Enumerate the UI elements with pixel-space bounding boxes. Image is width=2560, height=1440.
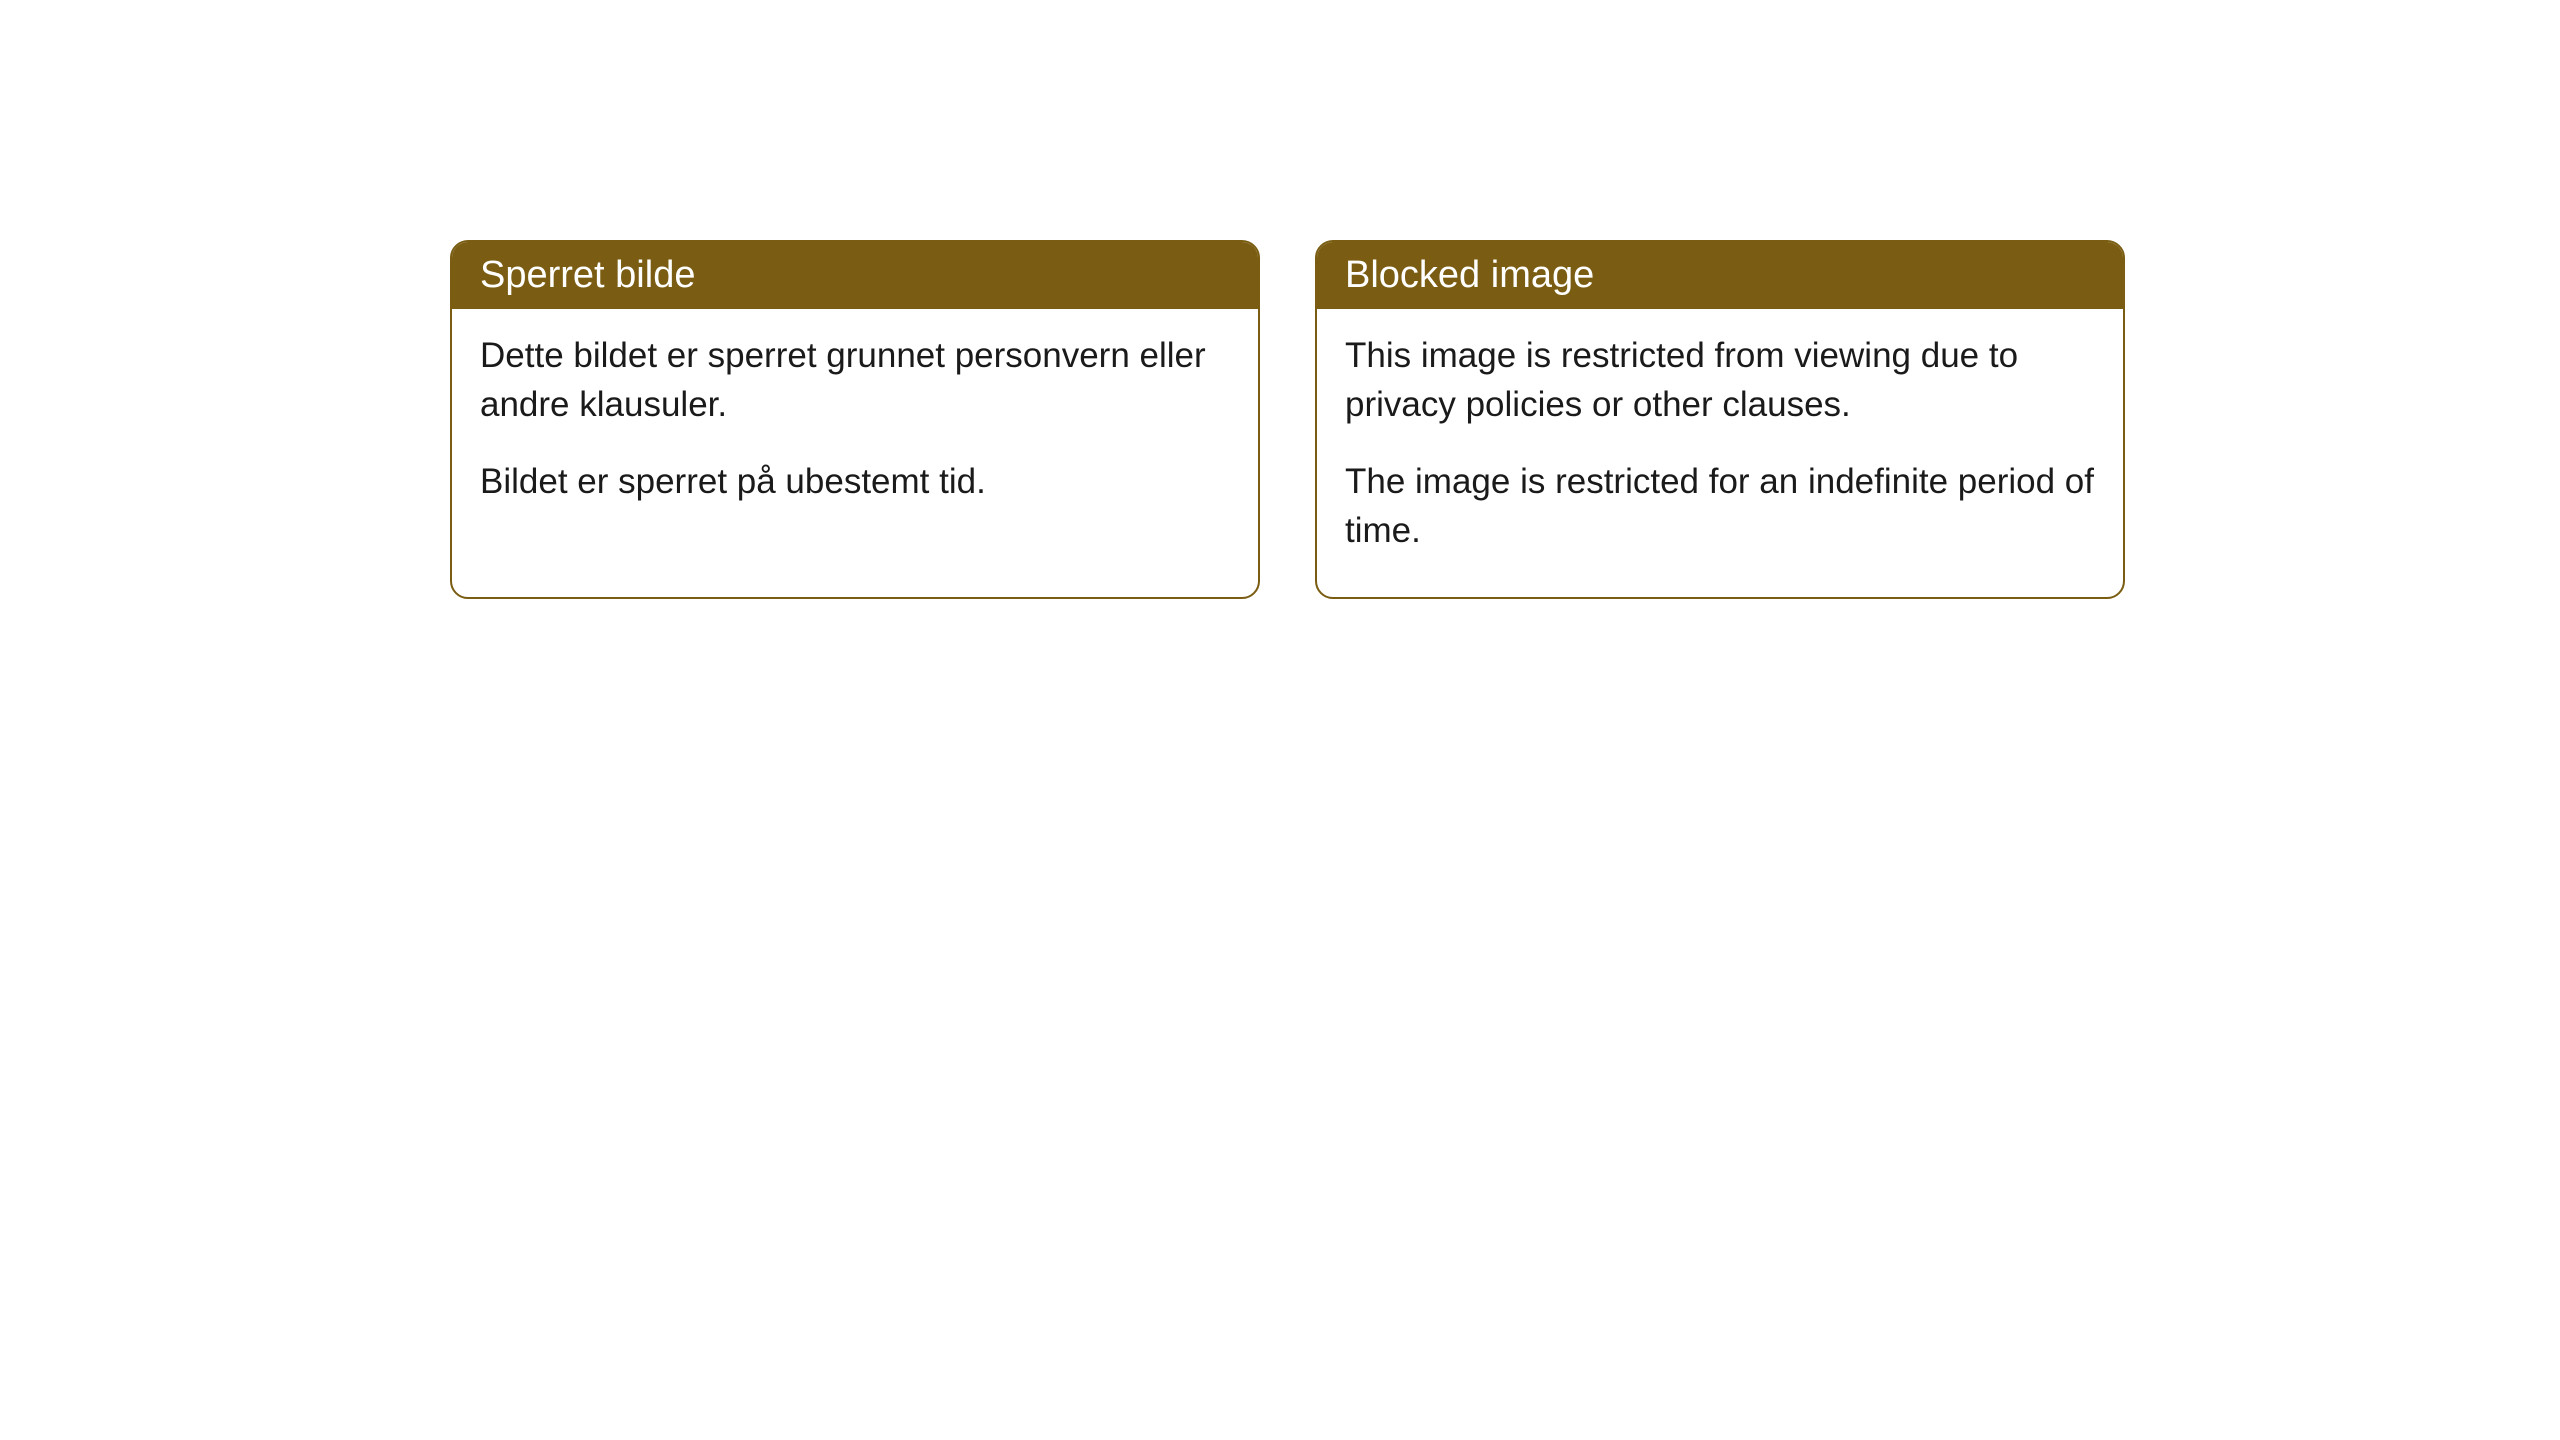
card-body-english: This image is restricted from viewing du…: [1317, 309, 2123, 597]
notice-card-english: Blocked image This image is restricted f…: [1315, 240, 2125, 599]
notice-paragraph: The image is restricted for an indefinit…: [1345, 457, 2095, 555]
notice-paragraph: This image is restricted from viewing du…: [1345, 331, 2095, 429]
notice-paragraph: Bildet er sperret på ubestemt tid.: [480, 457, 1230, 506]
card-header-english: Blocked image: [1317, 242, 2123, 309]
notice-cards-container: Sperret bilde Dette bildet er sperret gr…: [450, 240, 2125, 599]
card-title: Sperret bilde: [480, 254, 695, 296]
card-title: Blocked image: [1345, 254, 1594, 296]
notice-card-norwegian: Sperret bilde Dette bildet er sperret gr…: [450, 240, 1260, 599]
card-body-norwegian: Dette bildet er sperret grunnet personve…: [452, 309, 1258, 548]
notice-paragraph: Dette bildet er sperret grunnet personve…: [480, 331, 1230, 429]
card-header-norwegian: Sperret bilde: [452, 242, 1258, 309]
